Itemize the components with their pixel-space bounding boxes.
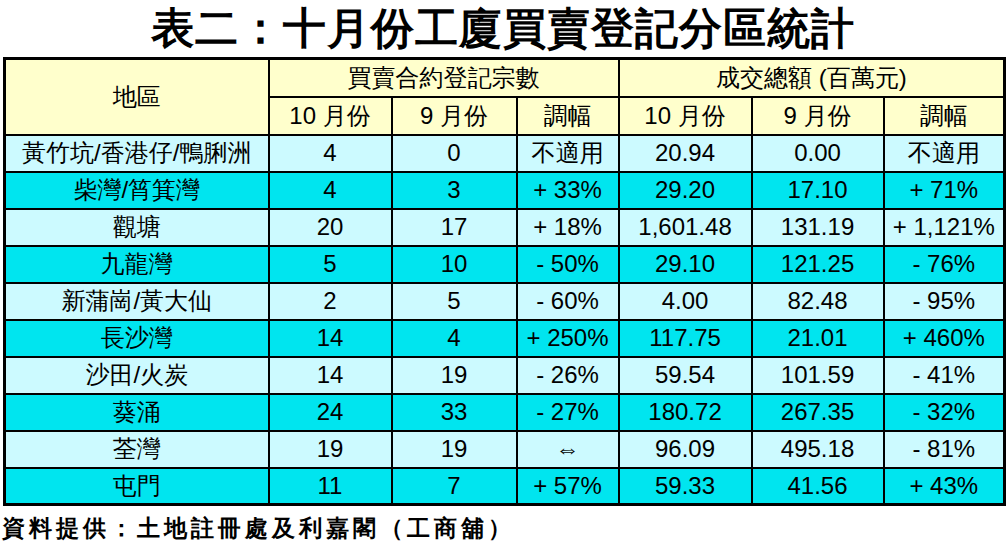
- registrations-change-cell: 不適用: [517, 135, 619, 172]
- table-row: 葵涌 24 33 - 27% 180.72 267.35 - 32%: [5, 394, 1005, 431]
- header-amount-change: 調幅: [884, 97, 1005, 135]
- source-note: 資料提供：土地註冊處及利嘉閣（工商舖）: [0, 513, 1006, 544]
- amount-october-cell: 29.10: [619, 246, 752, 283]
- district-stats-table: 地區 買賣合約登記宗數 成交總額 (百萬元) 10 月份 9 月份 調幅 10 …: [3, 57, 1006, 506]
- amount-change-cell: 不適用: [884, 135, 1005, 172]
- amount-october-cell: 29.20: [619, 172, 752, 209]
- amount-change-cell: - 32%: [884, 394, 1005, 431]
- header-registrations-change: 調幅: [517, 97, 619, 135]
- registrations-october-cell: 14: [269, 357, 392, 394]
- amount-october-cell: 117.75: [619, 320, 752, 357]
- page-title: 表二：十月份工廈買賣登記分區統計: [0, 0, 1006, 57]
- registrations-september-cell: 19: [392, 431, 517, 468]
- amount-change-cell: + 43%: [884, 468, 1005, 505]
- table-row: 屯門 11 7 + 57% 59.33 41.56 + 43%: [5, 468, 1005, 505]
- amount-september-cell: 131.19: [752, 209, 884, 246]
- table-row: 九龍灣 5 10 - 50% 29.10 121.25 - 76%: [5, 246, 1005, 283]
- amount-september-cell: 17.10: [752, 172, 884, 209]
- district-cell: 黃竹坑/香港仔/鴨脷洲: [5, 135, 269, 172]
- registrations-october-cell: 2: [269, 283, 392, 320]
- amount-october-cell: 59.33: [619, 468, 752, 505]
- amount-change-cell: - 41%: [884, 357, 1005, 394]
- registrations-october-cell: 20: [269, 209, 392, 246]
- registrations-change-cell: + 33%: [517, 172, 619, 209]
- district-cell: 九龍灣: [5, 246, 269, 283]
- amount-september-cell: 41.56: [752, 468, 884, 505]
- table-row: 荃灣 19 19 ⇔ 96.09 495.18 - 81%: [5, 431, 1005, 468]
- table-row: 沙田/火炭 14 19 - 26% 59.54 101.59 - 41%: [5, 357, 1005, 394]
- header-amount-september: 9 月份: [752, 97, 884, 135]
- amount-change-cell: + 1,121%: [884, 209, 1005, 246]
- amount-september-cell: 495.18: [752, 431, 884, 468]
- header-district: 地區: [5, 59, 269, 135]
- amount-october-cell: 1,601.48: [619, 209, 752, 246]
- registrations-october-cell: 5: [269, 246, 392, 283]
- registrations-change-cell: - 50%: [517, 246, 619, 283]
- table-row: 新蒲崗/黃大仙 2 5 - 60% 4.00 82.48 - 95%: [5, 283, 1005, 320]
- registrations-october-cell: 19: [269, 431, 392, 468]
- table-body: 黃竹坑/香港仔/鴨脷洲 4 0 不適用 20.94 0.00 不適用 柴灣/筲箕…: [5, 135, 1005, 505]
- table-row: 觀塘 20 17 + 18% 1,601.48 131.19 + 1,121%: [5, 209, 1005, 246]
- district-cell: 葵涌: [5, 394, 269, 431]
- amount-september-cell: 101.59: [752, 357, 884, 394]
- table-row: 黃竹坑/香港仔/鴨脷洲 4 0 不適用 20.94 0.00 不適用: [5, 135, 1005, 172]
- header-registrations-september: 9 月份: [392, 97, 517, 135]
- district-cell: 柴灣/筲箕灣: [5, 172, 269, 209]
- amount-september-cell: 267.35: [752, 394, 884, 431]
- amount-october-cell: 96.09: [619, 431, 752, 468]
- table-row: 柴灣/筲箕灣 4 3 + 33% 29.20 17.10 + 71%: [5, 172, 1005, 209]
- registrations-october-cell: 4: [269, 135, 392, 172]
- table-header: 地區 買賣合約登記宗數 成交總額 (百萬元) 10 月份 9 月份 調幅 10 …: [5, 59, 1005, 135]
- registrations-september-cell: 7: [392, 468, 517, 505]
- registrations-september-cell: 10: [392, 246, 517, 283]
- amount-september-cell: 82.48: [752, 283, 884, 320]
- registrations-change-cell: - 60%: [517, 283, 619, 320]
- district-cell: 長沙灣: [5, 320, 269, 357]
- amount-change-cell: - 76%: [884, 246, 1005, 283]
- registrations-october-cell: 14: [269, 320, 392, 357]
- registrations-change-cell: - 26%: [517, 357, 619, 394]
- registrations-september-cell: 17: [392, 209, 517, 246]
- registrations-october-cell: 4: [269, 172, 392, 209]
- registrations-september-cell: 0: [392, 135, 517, 172]
- registrations-change-cell: + 18%: [517, 209, 619, 246]
- amount-october-cell: 180.72: [619, 394, 752, 431]
- header-amount-october: 10 月份: [619, 97, 752, 135]
- amount-september-cell: 21.01: [752, 320, 884, 357]
- registrations-september-cell: 19: [392, 357, 517, 394]
- registrations-change-cell: ⇔: [517, 431, 619, 468]
- amount-september-cell: 0.00: [752, 135, 884, 172]
- district-cell: 新蒲崗/黃大仙: [5, 283, 269, 320]
- registrations-october-cell: 11: [269, 468, 392, 505]
- header-registrations-october: 10 月份: [269, 97, 392, 135]
- registrations-september-cell: 3: [392, 172, 517, 209]
- district-cell: 屯門: [5, 468, 269, 505]
- registrations-change-cell: + 57%: [517, 468, 619, 505]
- header-group-registrations: 買賣合約登記宗數: [269, 59, 619, 97]
- registrations-change-cell: + 250%: [517, 320, 619, 357]
- amount-october-cell: 4.00: [619, 283, 752, 320]
- district-cell: 沙田/火炭: [5, 357, 269, 394]
- registrations-september-cell: 33: [392, 394, 517, 431]
- registrations-change-cell: - 27%: [517, 394, 619, 431]
- registrations-september-cell: 4: [392, 320, 517, 357]
- header-row-groups: 地區 買賣合約登記宗數 成交總額 (百萬元): [5, 59, 1005, 97]
- amount-october-cell: 20.94: [619, 135, 752, 172]
- table-row: 長沙灣 14 4 + 250% 117.75 21.01 + 460%: [5, 320, 1005, 357]
- amount-change-cell: - 95%: [884, 283, 1005, 320]
- header-group-amount: 成交總額 (百萬元): [619, 59, 1005, 97]
- amount-change-cell: + 71%: [884, 172, 1005, 209]
- amount-september-cell: 121.25: [752, 246, 884, 283]
- registrations-september-cell: 5: [392, 283, 517, 320]
- district-cell: 觀塘: [5, 209, 269, 246]
- district-cell: 荃灣: [5, 431, 269, 468]
- amount-change-cell: - 81%: [884, 431, 1005, 468]
- amount-change-cell: + 460%: [884, 320, 1005, 357]
- registrations-october-cell: 24: [269, 394, 392, 431]
- amount-october-cell: 59.54: [619, 357, 752, 394]
